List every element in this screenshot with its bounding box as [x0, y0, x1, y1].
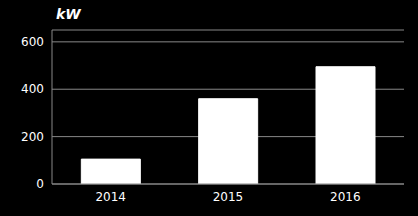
- svg-text:0: 0: [36, 177, 44, 191]
- svg-text:2016: 2016: [330, 190, 361, 204]
- svg-text:600: 600: [21, 35, 44, 49]
- html-text:kW: kW: [56, 6, 81, 22]
- svg-text:2014: 2014: [95, 190, 126, 204]
- svg-text:400: 400: [21, 82, 44, 96]
- svg-text:2015: 2015: [213, 190, 244, 204]
- svg-text:200: 200: [21, 130, 44, 144]
